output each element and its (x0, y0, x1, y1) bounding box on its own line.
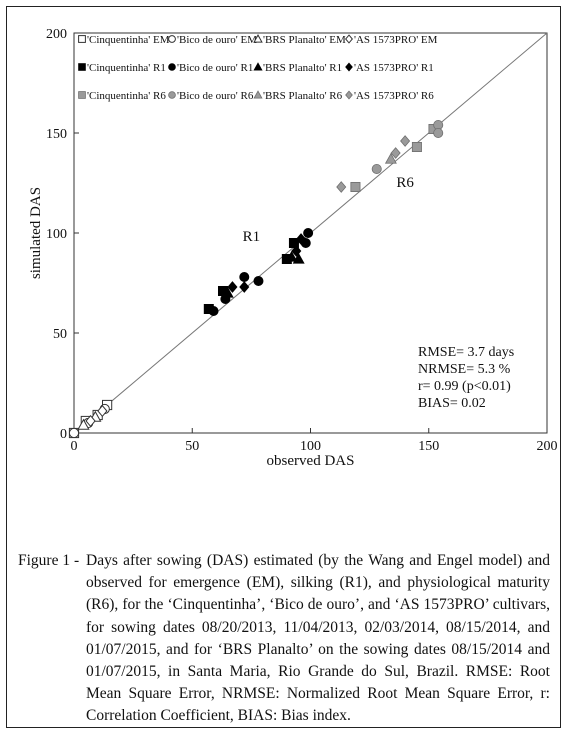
legend-label: 'Bico de ouro' R1 (177, 62, 253, 74)
legend-label: 'BRS Planalto' EM (263, 34, 346, 46)
legend-marker (253, 34, 263, 43)
data-point (208, 305, 219, 316)
legend-marker (253, 90, 263, 99)
legend-label: 'Bico de ouro' R6 (177, 90, 254, 102)
data-point (303, 227, 314, 238)
data-point (68, 427, 80, 439)
data-point (400, 135, 411, 147)
series-group (85, 404, 108, 428)
legend-label: 'AS 1573PRO' R6 (354, 90, 434, 102)
x-axis-label: observed DAS (267, 453, 355, 469)
y-tick-label: 100 (46, 227, 67, 242)
figure-caption: Figure 1 - Days after sowing (DAS) estim… (18, 550, 550, 728)
legend-label: 'BRS Planalto' R1 (263, 62, 342, 74)
data-point (371, 163, 382, 174)
y-tick-label: 200 (46, 27, 67, 42)
legend-label: 'AS 1573PRO' R1 (354, 62, 434, 74)
legend-marker (168, 91, 176, 99)
legend-marker (253, 62, 263, 71)
data-point (390, 147, 401, 159)
series-group (227, 233, 307, 293)
x-tick-label: 200 (537, 439, 558, 454)
legend-label: 'Bico de ouro' EM (177, 34, 257, 46)
data-point (296, 233, 307, 245)
legend-label: 'BRS Planalto' R6 (263, 90, 343, 102)
data-point (288, 237, 299, 248)
legend-label: 'Cinquentinha' R1 (87, 62, 166, 74)
legend-marker (345, 34, 353, 44)
series-group (371, 120, 444, 174)
series-group (203, 237, 299, 314)
y-axis-label: simulated DAS (28, 187, 44, 279)
stat-line: r= 0.99 (p<0.01) (418, 379, 511, 394)
y-tick-label: 150 (46, 127, 67, 142)
legend-marker (78, 91, 86, 99)
x-tick-label: 100 (300, 439, 321, 454)
data-point (227, 281, 238, 293)
legend-marker (78, 63, 86, 71)
legend-marker (168, 35, 176, 43)
group-annotation: R1 (243, 229, 261, 245)
legend-label: 'Cinquentinha' EM (87, 34, 170, 46)
annotations: R1 R6 (243, 175, 415, 245)
legend-label: 'AS 1573PRO' EM (354, 34, 438, 46)
scatter-chart: 0 50 100 150 200 0 50 100 150 200 'Cinquentinha' … (28, 27, 558, 469)
data-point (411, 141, 422, 152)
group-annotation: R6 (396, 175, 414, 191)
stat-line: BIAS= 0.02 (418, 396, 486, 411)
stat-line: RMSE= 3.7 days (418, 345, 514, 360)
data-point (85, 414, 96, 428)
x-tick-label: 0 (71, 439, 78, 454)
legend-marker (345, 62, 353, 72)
data-point (384, 152, 397, 164)
legend-label: 'Cinquentinha' R6 (87, 90, 166, 102)
figure-frame (6, 6, 561, 728)
data-point (97, 404, 108, 418)
data-point (253, 275, 264, 286)
data-point (291, 245, 302, 257)
data-point (239, 281, 250, 293)
data-point (239, 271, 250, 282)
legend-marker (78, 35, 86, 43)
data-point (336, 181, 347, 193)
x-tick-label: 150 (418, 439, 439, 454)
data-point (221, 286, 234, 298)
stat-line: NRMSE= 5.3 % (418, 362, 511, 377)
axes: 0 50 100 150 200 0 50 100 150 200 (46, 27, 558, 454)
legend: 'Cinquentinha' EM 'Bico de ouro' EM 'BRS P… (78, 34, 438, 102)
data-point (292, 252, 305, 264)
x-tick-label: 50 (185, 439, 199, 454)
series-group (336, 135, 411, 193)
series-group (350, 124, 439, 192)
data-point (285, 250, 298, 262)
y-tick-label: 50 (53, 327, 67, 342)
legend-marker (168, 63, 176, 71)
data-point (433, 127, 444, 138)
data-point (77, 418, 90, 430)
stats-box: RMSE= 3.7 days NRMSE= 5.3 % r= 0.99 (p<0.0… (418, 345, 514, 411)
series-group (384, 152, 397, 164)
series-group (221, 250, 305, 298)
caption-lead: Figure 1 - (18, 552, 80, 569)
y-tick-label: 0 (60, 427, 67, 442)
data-points (68, 120, 444, 439)
legend-marker (345, 90, 353, 100)
caption-text: Days after sowing (DAS) estimated (by th… (86, 552, 550, 725)
data-point (350, 181, 361, 192)
